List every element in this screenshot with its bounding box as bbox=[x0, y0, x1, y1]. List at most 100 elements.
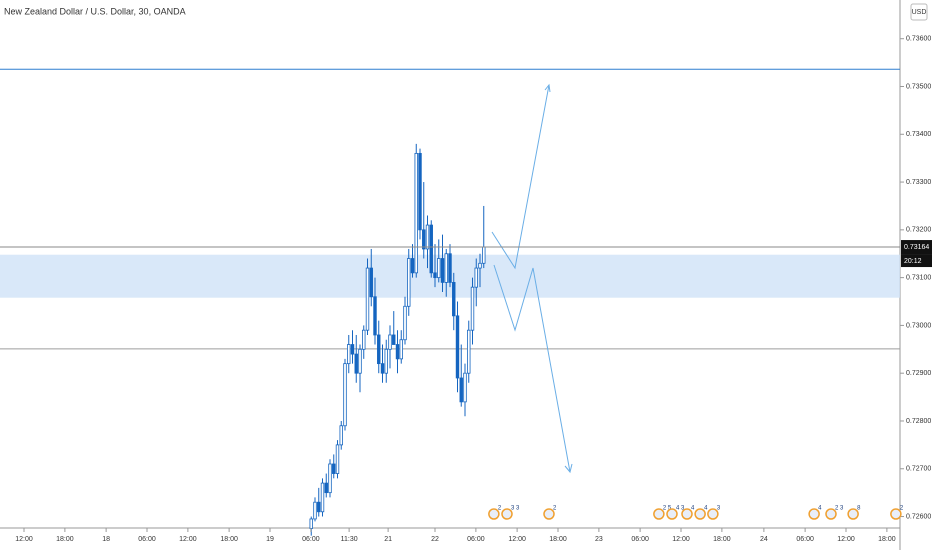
y-tick-label: 0.73400 bbox=[906, 131, 931, 138]
x-tick-label: 18 bbox=[102, 536, 110, 543]
x-tick-label: 06:00 bbox=[302, 536, 320, 543]
y-tick-label: 0.72900 bbox=[906, 370, 931, 377]
candle-body bbox=[339, 425, 343, 446]
x-tick-label: 06:00 bbox=[631, 536, 649, 543]
candle-body bbox=[448, 253, 452, 283]
event-icon bbox=[847, 508, 859, 520]
candle-body bbox=[343, 363, 347, 427]
event-count: 4 bbox=[691, 506, 695, 512]
event-icon bbox=[501, 508, 513, 520]
x-tick-label: 24 bbox=[760, 536, 768, 543]
event-icon bbox=[808, 508, 820, 520]
event-count: 3 3 bbox=[511, 506, 520, 512]
candle-body bbox=[425, 224, 430, 250]
y-tick-label: 0.73200 bbox=[906, 227, 931, 234]
event-icon bbox=[666, 508, 678, 520]
event-icon bbox=[825, 508, 837, 520]
candle-body bbox=[354, 353, 358, 374]
event-icon bbox=[694, 508, 706, 520]
candle-body bbox=[320, 482, 325, 513]
candle-body bbox=[365, 267, 370, 331]
last-price-label: 0.73164 bbox=[904, 244, 929, 251]
candle-body bbox=[395, 344, 400, 360]
event-icon bbox=[488, 508, 500, 520]
candle-body bbox=[362, 329, 366, 350]
event-count: 4 bbox=[704, 506, 708, 512]
x-tick-label: 18:00 bbox=[713, 536, 731, 543]
candle-body bbox=[482, 246, 486, 264]
candle-body bbox=[380, 363, 385, 374]
drawing-arrow-up bbox=[491, 84, 550, 270]
candle-body bbox=[410, 258, 415, 274]
y-tick-label: 0.73500 bbox=[906, 83, 931, 90]
y-tick-label: 0.72600 bbox=[906, 513, 931, 520]
candle-body bbox=[440, 258, 445, 283]
y-tick-label: 0.73100 bbox=[906, 274, 931, 281]
x-tick-label: 12:00 bbox=[179, 536, 197, 543]
x-tick-label: 12:00 bbox=[508, 536, 526, 543]
candle-body bbox=[474, 267, 478, 288]
candle-body bbox=[418, 152, 422, 231]
y-tick-label: 0.73000 bbox=[906, 322, 931, 329]
x-tick-label: 18:00 bbox=[56, 536, 74, 543]
x-tick-label: 21 bbox=[384, 536, 392, 543]
candle-body bbox=[332, 463, 336, 474]
candle-body bbox=[369, 267, 373, 298]
y-tick-label: 0.73600 bbox=[906, 36, 931, 43]
candle-body bbox=[309, 518, 313, 529]
y-tick-label: 0.73300 bbox=[906, 179, 931, 186]
event-count: 8 bbox=[857, 506, 861, 512]
event-icon bbox=[543, 508, 555, 520]
candle-body bbox=[358, 348, 362, 374]
x-tick-label: 19 bbox=[266, 536, 274, 543]
candle-body bbox=[433, 272, 437, 279]
drawing-arrow-down bbox=[493, 264, 571, 473]
x-tick-label: 12:00 bbox=[672, 536, 690, 543]
candle-body bbox=[328, 463, 332, 494]
event-icon bbox=[681, 508, 693, 520]
arrow-head bbox=[564, 463, 573, 474]
x-tick-label: 22 bbox=[431, 536, 439, 543]
x-tick-label: 23 bbox=[595, 536, 603, 543]
event-count: 4 bbox=[818, 506, 822, 512]
x-tick-label: 18:00 bbox=[220, 536, 238, 543]
x-tick-label: 06:00 bbox=[467, 536, 485, 543]
event-count: 2 5 bbox=[663, 506, 672, 512]
x-tick-label: 18:00 bbox=[878, 536, 896, 543]
event-icon bbox=[707, 508, 719, 520]
candle-body bbox=[399, 339, 403, 360]
candle-body bbox=[429, 224, 433, 274]
event-count: 2 3 bbox=[835, 506, 844, 512]
candle-body bbox=[392, 334, 396, 345]
candle-body bbox=[459, 377, 463, 403]
currency-button[interactable] bbox=[910, 3, 928, 21]
symbol-title: New Zealand Dollar / U.S. Dollar, 30, OA… bbox=[4, 6, 186, 16]
event-count: 2 bbox=[498, 506, 502, 512]
candle-body bbox=[452, 282, 456, 317]
event-icon bbox=[890, 508, 902, 520]
event-count: 2 bbox=[900, 506, 904, 512]
candle-body bbox=[350, 344, 355, 355]
candle-body bbox=[470, 286, 475, 331]
x-tick-label: 18:00 bbox=[549, 536, 567, 543]
countdown-label: 20:12 bbox=[904, 258, 922, 265]
currency-button-label[interactable]: USD bbox=[912, 9, 927, 16]
candle-body bbox=[317, 501, 321, 513]
candle-body bbox=[407, 258, 411, 307]
candle-body bbox=[347, 344, 351, 365]
candle-body bbox=[324, 482, 328, 494]
event-icon bbox=[653, 508, 665, 520]
event-count: 2 bbox=[553, 506, 557, 512]
arrow-head bbox=[544, 83, 551, 93]
candle-body bbox=[422, 229, 426, 250]
y-tick-label: 0.72800 bbox=[906, 418, 931, 425]
candle-body bbox=[373, 296, 377, 336]
event-count: 3 bbox=[717, 506, 721, 512]
x-tick-label: 11:30 bbox=[341, 536, 358, 543]
candle-body bbox=[444, 253, 448, 283]
candle-body bbox=[437, 258, 441, 279]
candle-body bbox=[467, 329, 471, 374]
candle-body bbox=[403, 305, 407, 341]
candle-body bbox=[478, 262, 482, 269]
